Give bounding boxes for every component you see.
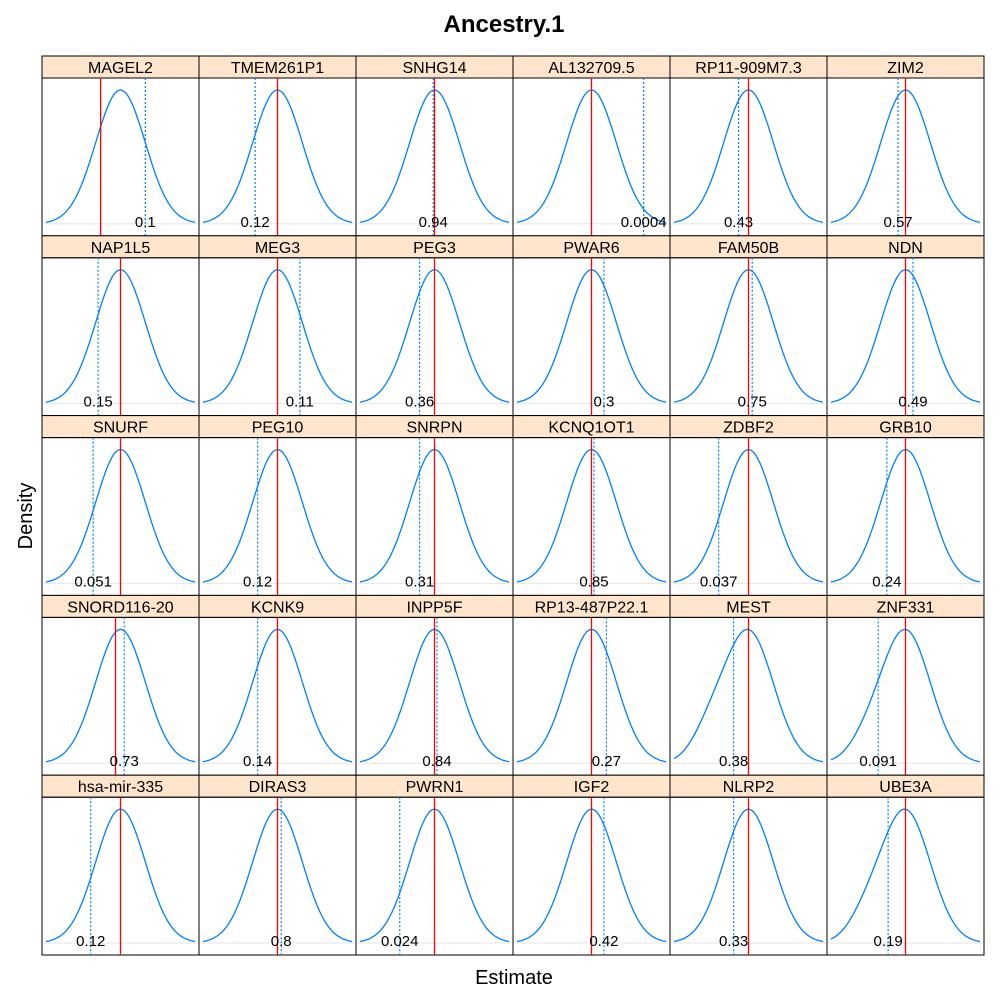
panel-hsa-mir-335: hsa-mir-335 0.12 xyxy=(41,774,200,956)
panel-strip-label: PEG10 xyxy=(252,420,304,437)
p-value-label: 0.73 xyxy=(110,753,139,770)
panel-strip-label: hsa-mir-335 xyxy=(78,779,163,796)
panel-strip-label: SNURF xyxy=(93,420,148,437)
p-value-label: 0.75 xyxy=(738,394,767,411)
panel-snord116-20: SNORD116-20 0.73 xyxy=(41,594,200,776)
panel-strip-label: GRB10 xyxy=(879,420,932,437)
panel-magel2: MAGEL2 0.1 xyxy=(41,55,200,237)
panel-strip-label: MAGEL2 xyxy=(88,60,153,77)
p-value-label: 0.024 xyxy=(381,933,419,950)
panel-strip-label: FAM50B xyxy=(718,240,779,257)
panel-kcnq1ot1: KCNQ1OT1 0.85 xyxy=(512,415,671,596)
panel-strip-label: DIRAS3 xyxy=(249,779,307,796)
panel-strip-label: NLRP2 xyxy=(723,779,775,796)
panel-al132709-5: AL132709.5 0.0004 xyxy=(512,55,671,237)
panel-kcnk9: KCNK9 0.14 xyxy=(198,594,357,776)
panel-strip-label: NDN xyxy=(888,240,923,257)
panel-strip-label: KCNQ1OT1 xyxy=(548,420,634,437)
p-value-label: 0.15 xyxy=(84,394,113,411)
panel-peg3: PEG3 0.36 xyxy=(355,235,514,417)
panel-ndn: NDN 0.49 xyxy=(826,235,985,417)
panel-fam50b: FAM50B 0.75 xyxy=(669,235,828,417)
panel-strip-label: TMEM261P1 xyxy=(231,60,324,77)
p-value-label: 0.24 xyxy=(872,573,901,590)
panel-zdbf2: ZDBF2 0.037 xyxy=(669,415,828,596)
panel-strip-label: ZIM2 xyxy=(887,60,924,77)
panel-nap1l5: NAP1L5 0.15 xyxy=(41,235,200,417)
panel-strip-label: RP11-909M7.3 xyxy=(695,60,802,77)
panel-pwrn1: PWRN1 0.024 xyxy=(355,774,514,956)
panel-rp11-909m7-3: RP11-909M7.3 0.43 xyxy=(669,55,828,237)
panel-snurf: SNURF 0.051 xyxy=(41,415,200,596)
p-value-label: 0.33 xyxy=(719,933,748,950)
p-value-label: 0.36 xyxy=(405,394,434,411)
panel-strip-label: RP13-487P22.1 xyxy=(535,599,649,616)
p-value-label: 0.19 xyxy=(874,933,903,950)
p-value-label: 0.3 xyxy=(593,394,614,411)
panel-strip-label: SNORD116-20 xyxy=(67,599,174,616)
panel-strip-label: AL132709.5 xyxy=(548,60,634,77)
p-value-label: 0.12 xyxy=(76,933,105,950)
panel-strip-label: ZDBF2 xyxy=(723,420,774,437)
chart-title: Ancestry.1 xyxy=(444,11,565,38)
p-value-label: 0.037 xyxy=(700,573,738,590)
p-value-label: 0.84 xyxy=(422,753,451,770)
panel-pwar6: PWAR6 0.3 xyxy=(512,235,671,417)
p-value-label: 0.0004 xyxy=(621,214,667,231)
p-value-label: 0.49 xyxy=(898,394,927,411)
p-value-label: 0.1 xyxy=(135,214,156,231)
panel-grb10: GRB10 0.24 xyxy=(826,415,985,596)
panel-ube3a: UBE3A 0.19 xyxy=(826,774,985,956)
panel-strip-label: SNHG14 xyxy=(402,60,466,77)
x-axis-label: Estimate xyxy=(475,967,553,989)
p-value-label: 0.85 xyxy=(579,573,608,590)
panel-strip-label: PWAR6 xyxy=(563,240,619,257)
panel-strip-label: INPP5F xyxy=(406,599,462,616)
p-value-label: 0.11 xyxy=(286,394,314,411)
panel-strip-label: ZNF331 xyxy=(877,599,935,616)
panel-snrpn: SNRPN 0.31 xyxy=(355,415,514,596)
p-value-label: 0.091 xyxy=(859,753,897,770)
panel-zim2: ZIM2 0.57 xyxy=(826,55,985,237)
panel-inpp5f: INPP5F 0.84 xyxy=(355,594,514,776)
y-axis-label: Density xyxy=(15,483,37,550)
panel-strip-label: MEG3 xyxy=(255,240,300,257)
panel-strip-label: PWRN1 xyxy=(406,779,464,796)
p-value-label: 0.14 xyxy=(243,753,272,770)
panel-strip-label: NAP1L5 xyxy=(91,240,151,257)
p-value-label: 0.42 xyxy=(589,933,618,950)
panel-mest: MEST 0.38 xyxy=(669,594,828,776)
p-value-label: 0.43 xyxy=(724,214,753,231)
density-curve xyxy=(45,89,196,223)
panel-igf2: IGF2 0.42 xyxy=(512,774,671,956)
panel-rp13-487p22-1: RP13-487P22.1 0.27 xyxy=(512,594,671,776)
panel-meg3: MEG3 0.11 xyxy=(198,235,357,417)
panel-nlrp2: NLRP2 0.33 xyxy=(669,774,828,956)
panel-strip-label: PEG3 xyxy=(413,240,456,257)
panel-tmem261p1: TMEM261P1 0.12 xyxy=(198,55,357,237)
panel-grid: MAGEL2 0.1 TMEM261P1 0.12 SNHG14 0.94 AL132709… xyxy=(41,55,985,956)
panel-diras3: DIRAS3 0.8 xyxy=(198,774,357,956)
panel-strip-label: IGF2 xyxy=(574,779,610,796)
panel-peg10: PEG10 0.12 xyxy=(198,415,357,596)
p-value-label: 0.051 xyxy=(74,573,112,590)
p-value-label: 0.31 xyxy=(405,573,434,590)
panel-strip-label: SNRPN xyxy=(406,420,462,437)
p-value-label: 0.27 xyxy=(592,753,621,770)
p-value-label: 0.38 xyxy=(719,753,748,770)
density-curve xyxy=(45,628,196,763)
panel-strip-label: MEST xyxy=(726,599,771,616)
panel-znf331: ZNF331 0.091 xyxy=(826,594,985,776)
panel-strip-label: KCNK9 xyxy=(251,599,304,616)
panel-strip-label: UBE3A xyxy=(879,779,932,796)
p-value-label: 0.12 xyxy=(241,214,270,231)
p-value-label: 0.8 xyxy=(271,933,292,950)
panel-snhg14: SNHG14 0.94 xyxy=(355,55,514,237)
p-value-label: 0.94 xyxy=(419,214,448,231)
p-value-label: 0.12 xyxy=(243,573,272,590)
p-value-label: 0.57 xyxy=(883,214,912,231)
